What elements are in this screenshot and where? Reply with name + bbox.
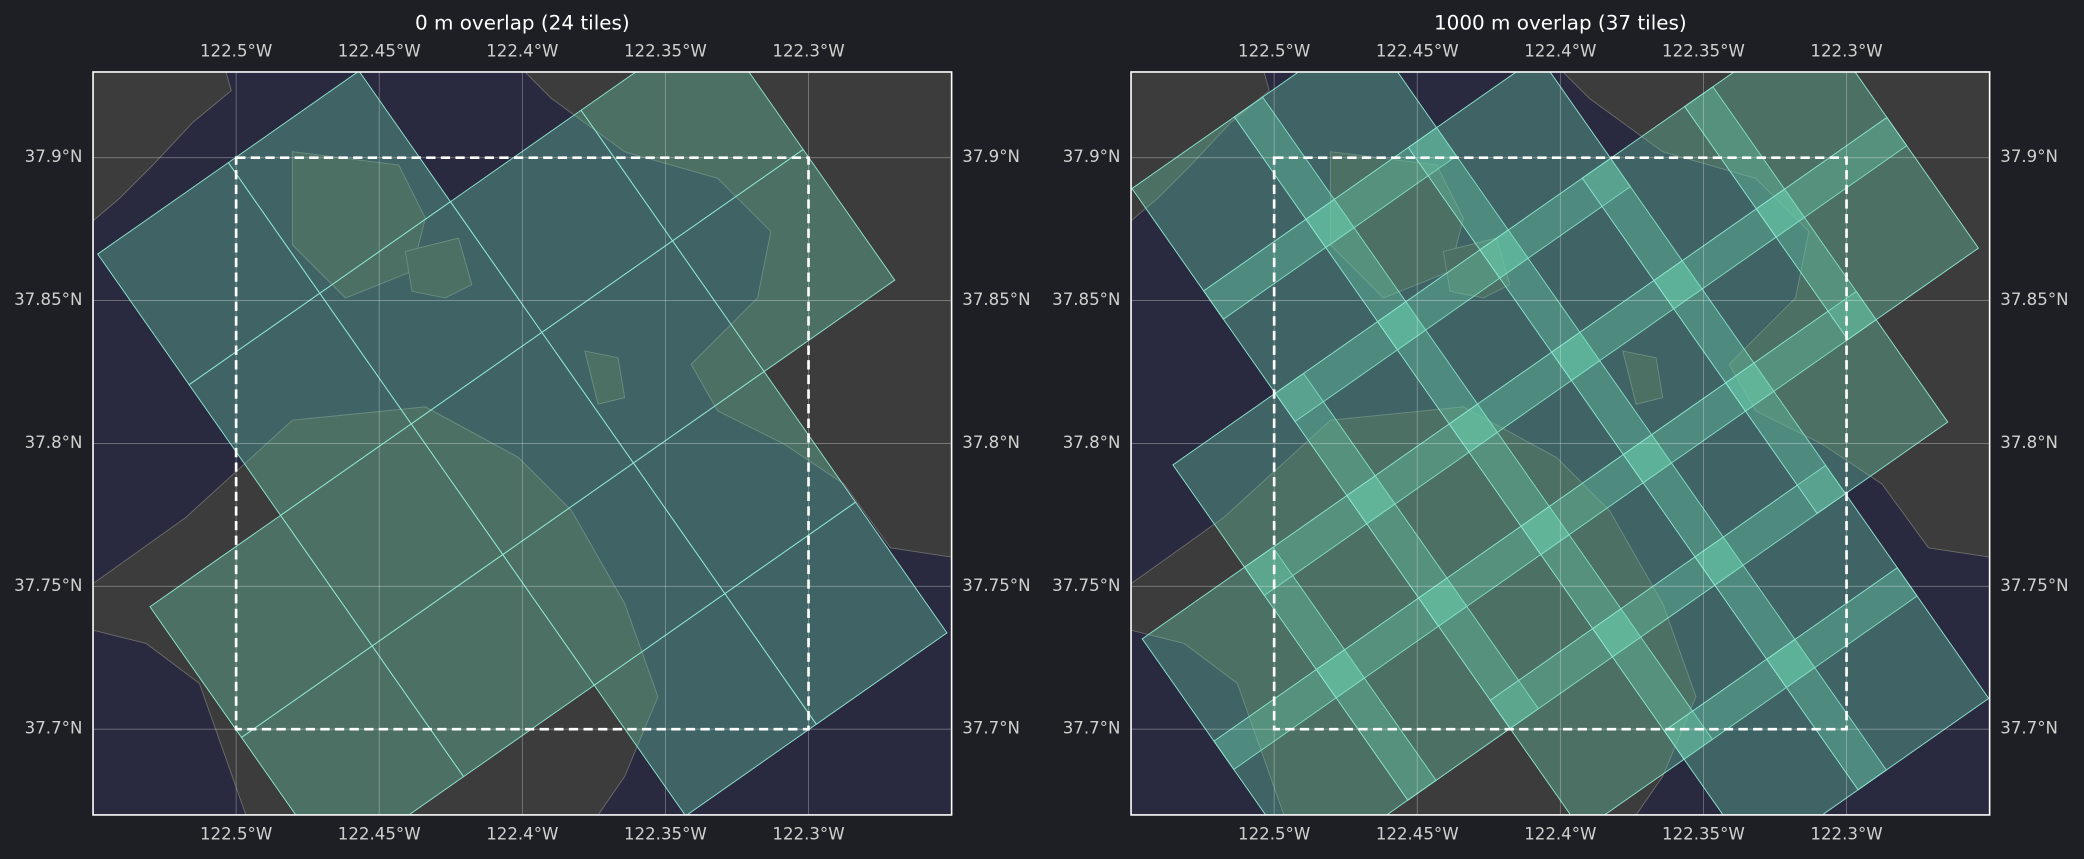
x-tick-label: 122.45°W: [338, 42, 421, 61]
y-tick-label: 37.9°N: [2000, 147, 2058, 166]
x-tick-label: 122.4°W: [486, 824, 558, 843]
x-tick-label: 122.35°W: [624, 42, 707, 61]
y-tick-label: 37.85°N: [2000, 290, 2068, 309]
y-tick-label: 37.8°N: [962, 433, 1020, 452]
x-tick-label: 122.45°W: [1376, 42, 1459, 61]
x-tick-label: 122.35°W: [1662, 42, 1745, 61]
tile: [1755, 116, 1980, 341]
x-tick-label: 122.3°W: [772, 824, 844, 843]
x-tick-label: 122.45°W: [1376, 824, 1459, 843]
map-panel: 122.5°W 122.5°W 122.45°W 122.45°W 122.4°W 122…: [1052, 12, 2068, 844]
x-tick-label: 122.5°W: [1238, 42, 1310, 61]
x-tick-label: 122.3°W: [1810, 42, 1882, 61]
x-tick-label: 122.4°W: [1524, 42, 1596, 61]
x-tick-label: 122.4°W: [1524, 824, 1596, 843]
x-tick-label: 122.4°W: [486, 42, 558, 61]
bounding-box: [1272, 156, 1848, 731]
y-tick-label: 37.75°N: [14, 576, 82, 595]
y-tick-label: 37.85°N: [14, 290, 82, 309]
map-body: [1131, 71, 1990, 815]
x-tick-label: 122.45°W: [338, 824, 421, 843]
y-tick-label: 37.7°N: [962, 719, 1020, 738]
tile: [1725, 290, 1949, 515]
map-body: [93, 71, 952, 815]
panel-title: 0 m overlap (24 tiles): [415, 12, 630, 35]
x-tick-label: 122.5°W: [1238, 824, 1310, 843]
map-panel: 122.5°W 122.5°W 122.45°W 122.45°W 122.4°W 122…: [14, 12, 1030, 844]
tile: [1765, 567, 1990, 791]
tile: [671, 148, 896, 373]
y-tick-label: 37.9°N: [1063, 147, 1121, 166]
frame: [92, 71, 953, 816]
y-tick-label: 37.75°N: [962, 576, 1030, 595]
y-tick-label: 37.9°N: [962, 147, 1020, 166]
y-tick-label: 37.75°N: [1052, 576, 1120, 595]
panel-title: 1000 m overlap (37 tiles): [1434, 12, 1687, 35]
y-tick-label: 37.8°N: [1063, 433, 1121, 452]
y-tick-label: 37.9°N: [25, 147, 83, 166]
y-tick-label: 37.8°N: [2000, 433, 2058, 452]
x-tick-label: 122.5°W: [200, 824, 272, 843]
y-tick-label: 37.7°N: [25, 719, 83, 738]
y-tick-label: 37.75°N: [2000, 576, 2068, 595]
tile: [724, 501, 948, 725]
x-tick-label: 122.35°W: [624, 824, 707, 843]
x-tick-label: 122.3°W: [772, 42, 844, 61]
bounding-box: [234, 156, 810, 731]
x-tick-label: 122.35°W: [1662, 824, 1745, 843]
x-tick-label: 122.5°W: [200, 42, 272, 61]
y-tick-label: 37.8°N: [25, 433, 83, 452]
y-tick-label: 37.7°N: [2000, 719, 2058, 738]
frame: [1130, 71, 1991, 816]
x-tick-label: 122.3°W: [1810, 824, 1882, 843]
y-tick-label: 37.85°N: [962, 290, 1030, 309]
y-tick-label: 37.7°N: [1063, 719, 1121, 738]
y-tick-label: 37.85°N: [1052, 290, 1120, 309]
